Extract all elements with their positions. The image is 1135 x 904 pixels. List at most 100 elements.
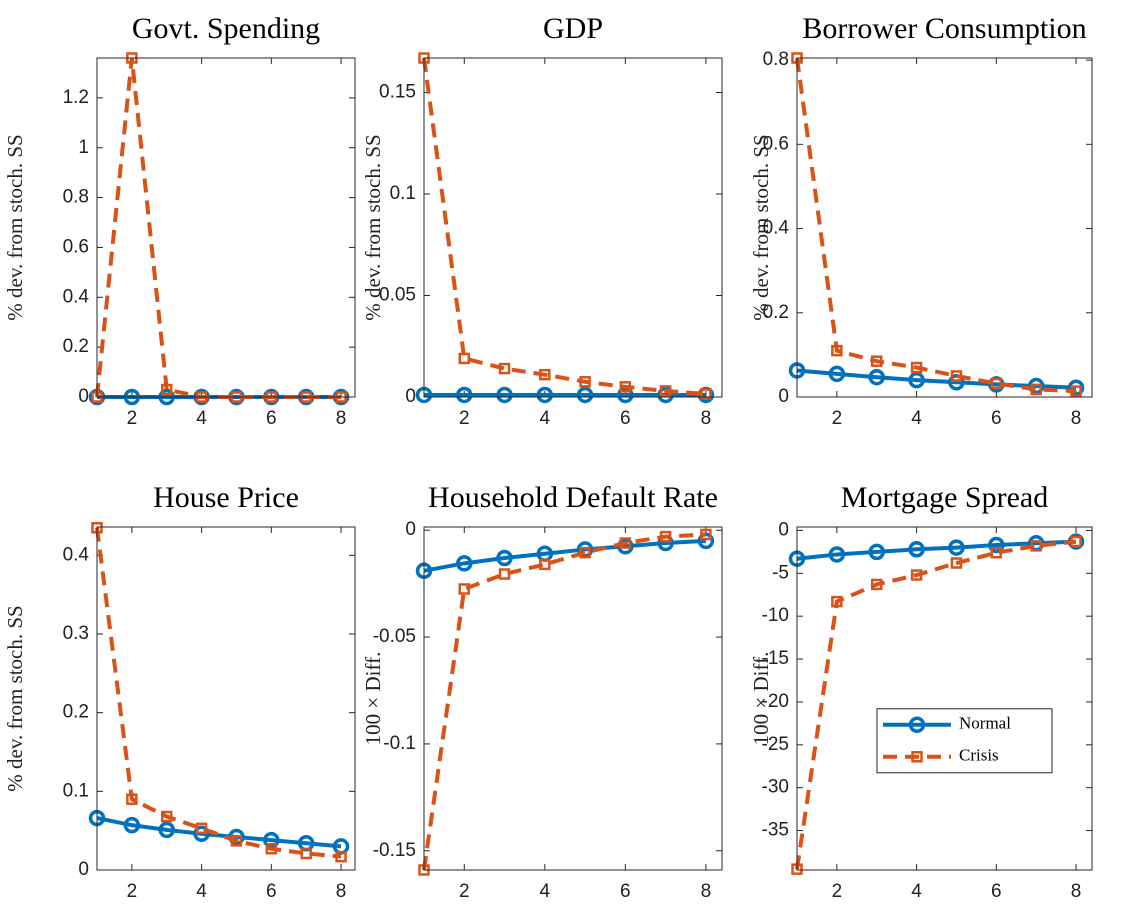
- marker: [536, 386, 554, 404]
- y-tick-label: 0.2: [63, 336, 89, 357]
- marker: [160, 383, 173, 396]
- marker: [230, 835, 243, 847]
- marker: [458, 352, 471, 365]
- x-tick-label: 6: [991, 408, 1002, 429]
- y-axis-label: % dev. from stoch. SS: [749, 134, 773, 320]
- marker: [700, 528, 712, 541]
- marker: [193, 825, 210, 843]
- y-tick-label: -10: [762, 605, 789, 626]
- y-tick-label: 0: [778, 386, 789, 407]
- marker: [908, 371, 925, 389]
- y-tick-label: 0.8: [763, 49, 789, 70]
- y-tick-label: 0: [78, 386, 89, 407]
- marker: [263, 831, 280, 849]
- axes-box: [423, 57, 723, 398]
- marker: [659, 385, 672, 397]
- marker: [456, 386, 473, 404]
- marker: [126, 793, 138, 805]
- marker: [579, 376, 591, 388]
- axes-box: [796, 57, 1093, 398]
- y-tick-label: -0.1: [383, 733, 416, 754]
- series-line: [95, 527, 342, 859]
- legend-label: Normal: [959, 714, 1011, 733]
- x-tick-label: 4: [911, 408, 922, 429]
- y-axis-label: 100 × Diff.: [749, 652, 773, 746]
- x-tick-label: 6: [991, 881, 1002, 902]
- x-tick-label: 8: [336, 408, 347, 429]
- marker: [619, 537, 632, 549]
- marker: [335, 850, 347, 863]
- plot-area: [797, 58, 1092, 397]
- marker: [496, 386, 513, 404]
- marker: [158, 821, 175, 839]
- marker: [948, 374, 965, 391]
- y-tick-label: 0.4: [63, 544, 90, 565]
- y-tick-label: 0.4: [763, 218, 790, 239]
- legend-marker: [911, 751, 923, 763]
- y-tick-label: 0: [778, 519, 789, 540]
- x-tick-label: 2: [832, 408, 843, 429]
- plot-area: [97, 527, 355, 870]
- marker: [498, 568, 511, 580]
- marker: [657, 386, 674, 404]
- marker: [990, 377, 1003, 390]
- y-tick-label: 1: [78, 137, 89, 158]
- y-tick-label: 0.1: [390, 183, 416, 204]
- subplot-title: GDP: [543, 12, 603, 45]
- y-tick-label: 0.15: [379, 82, 416, 103]
- y-tick-label: 0: [405, 386, 416, 407]
- legend-box: [876, 708, 1053, 774]
- y-tick-label: -0.15: [373, 840, 416, 861]
- marker: [868, 368, 885, 386]
- x-tick-label: 6: [620, 408, 631, 429]
- subplot-title: Govt. Spending: [132, 12, 320, 45]
- marker: [123, 816, 141, 834]
- x-tick-label: 2: [127, 408, 138, 429]
- subplot: 2 4 6 8 0 0.2 0.4 0.6 0.8 1 1.2 Govt. Spending % dev…: [3, 12, 356, 429]
- marker: [831, 595, 843, 608]
- marker: [908, 541, 925, 558]
- series-line: [422, 57, 707, 396]
- marker: [870, 355, 883, 367]
- y-tick-label: -35: [762, 820, 789, 841]
- x-tick-label: 4: [540, 408, 551, 429]
- axes-box: [96, 526, 356, 871]
- marker: [265, 843, 278, 855]
- marker: [1070, 385, 1082, 397]
- y-tick-label: 0.2: [63, 702, 89, 723]
- y-tick-label: 0.3: [63, 623, 89, 644]
- marker: [496, 549, 513, 567]
- x-tick-label: 8: [336, 881, 347, 902]
- x-tick-label: 4: [196, 408, 207, 429]
- marker: [700, 388, 712, 400]
- x-tick-label: 2: [459, 408, 470, 429]
- x-tick-label: 8: [1071, 881, 1082, 902]
- y-tick-label: 0.6: [63, 236, 89, 257]
- plot-area: [797, 527, 1092, 870]
- marker: [990, 546, 1003, 559]
- series-line: [795, 539, 1077, 870]
- y-tick-label: 0: [405, 519, 416, 540]
- y-tick-label: 1.2: [63, 87, 89, 108]
- series-line: [422, 532, 706, 871]
- y-tick-label: 0.8: [63, 187, 89, 208]
- y-axis-label: % dev. from stoch. SS: [3, 605, 27, 791]
- marker: [576, 386, 594, 404]
- x-tick-label: 2: [459, 881, 470, 902]
- x-tick-label: 4: [540, 881, 551, 902]
- marker: [195, 822, 208, 835]
- subplot-title: Household Default Rate: [428, 481, 718, 514]
- y-tick-label: 0.05: [379, 285, 416, 306]
- marker: [456, 555, 473, 572]
- y-tick-label: -15: [762, 648, 789, 669]
- y-axis-label: 100 × Diff.: [361, 652, 385, 746]
- marker: [1027, 377, 1045, 395]
- plot-area: [424, 527, 722, 870]
- axes-box: [423, 526, 723, 871]
- subplot-title: House Price: [153, 481, 299, 514]
- x-tick-label: 6: [266, 408, 277, 429]
- marker: [1070, 535, 1082, 548]
- marker: [539, 368, 551, 381]
- x-tick-label: 8: [701, 408, 712, 429]
- marker: [868, 543, 885, 561]
